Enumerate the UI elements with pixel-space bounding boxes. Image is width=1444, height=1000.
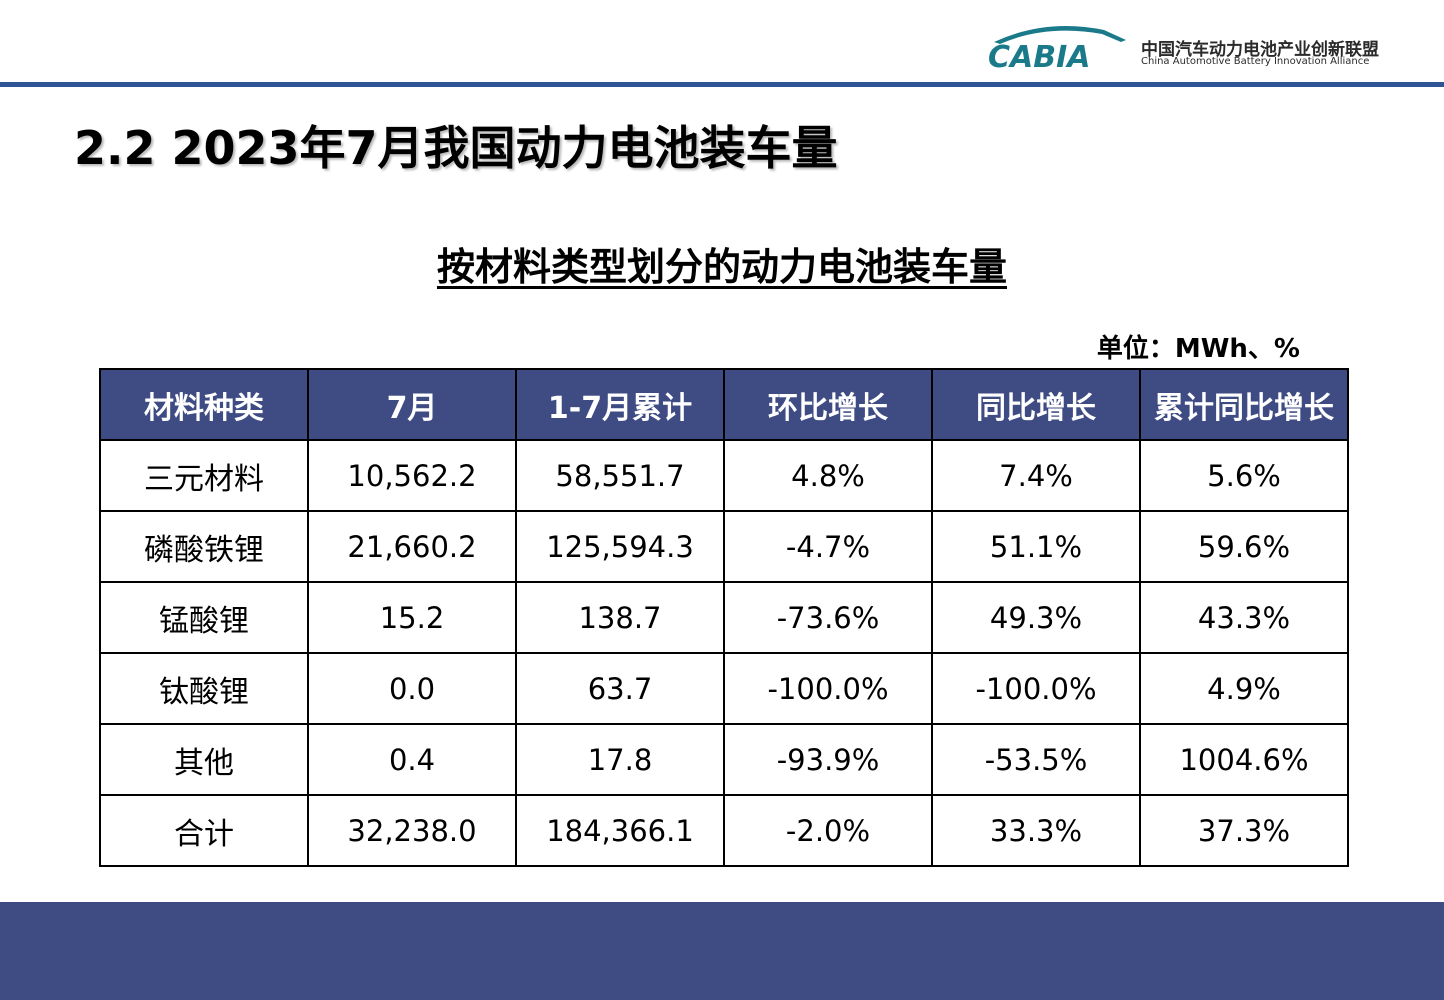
battery-installation-table: 材料种类 7月 1-7月累计 环比增长 同比增长 累计同比增长 三元材料 10,… [99, 368, 1349, 867]
header-cell-yoy-growth: 同比增长 [931, 368, 1141, 441]
table-cell-value: 10,562.2 [307, 439, 517, 512]
table-cell-value: 33.3% [931, 794, 1141, 867]
header-cell-jan-jul-total: 1-7月累计 [515, 368, 725, 441]
table-cell-value: 63.7 [515, 652, 725, 725]
table-row: 其他 0.4 17.8 -93.9% -53.5% 1004.6% [99, 723, 1349, 796]
table-cell-material: 其他 [99, 723, 309, 796]
table-cell-value: 7.4% [931, 439, 1141, 512]
table-row-total: 合计 32,238.0 184,366.1 -2.0% 33.3% 37.3% [99, 794, 1349, 867]
table-cell-value: 0.4 [307, 723, 517, 796]
table-cell-value: -93.9% [723, 723, 933, 796]
footer-band [0, 902, 1444, 1000]
table-cell-value: 17.8 [515, 723, 725, 796]
table-cell-value: 58,551.7 [515, 439, 725, 512]
cabia-logo-mark-icon: CABIA [988, 26, 1126, 72]
cabia-logo: CABIA 中国汽车动力电池产业创新联盟 China Automotive Ba… [986, 20, 1386, 80]
table-cell-value: -4.7% [723, 510, 933, 583]
table-row: 磷酸铁锂 21,660.2 125,594.3 -4.7% 51.1% 59.6… [99, 510, 1349, 583]
logo-chinese-name: 中国汽车动力电池产业创新联盟 [1141, 40, 1379, 60]
table-cell-value: 32,238.0 [307, 794, 517, 867]
table-cell-value: 1004.6% [1139, 723, 1349, 796]
table-subtitle: 按材料类型划分的动力电池装车量 [0, 236, 1444, 291]
table-cell-value: 43.3% [1139, 581, 1349, 654]
table-header-row: 材料种类 7月 1-7月累计 环比增长 同比增长 累计同比增长 [99, 368, 1349, 441]
table-cell-value: -2.0% [723, 794, 933, 867]
header-divider-bar [0, 82, 1444, 87]
table-cell-value: 138.7 [515, 581, 725, 654]
logo-english-name: China Automotive Battery Innovation Alli… [1141, 56, 1370, 67]
header-cell-july: 7月 [307, 368, 517, 441]
unit-label: 单位：MWh、% [1096, 334, 1300, 364]
table-subtitle-text: 按材料类型划分的动力电池装车量 [436, 245, 1007, 289]
table-cell-value: 51.1% [931, 510, 1141, 583]
table-cell-value: 5.6% [1139, 439, 1349, 512]
page-title: 2.2 2023年7月我国动力电池装车量 [74, 121, 838, 175]
table-cell-value: 59.6% [1139, 510, 1349, 583]
table-cell-value: -53.5% [931, 723, 1141, 796]
table-cell-value: -100.0% [931, 652, 1141, 725]
table-row: 钛酸锂 0.0 63.7 -100.0% -100.0% 4.9% [99, 652, 1349, 725]
table-cell-value: 184,366.1 [515, 794, 725, 867]
table-cell-value: 49.3% [931, 581, 1141, 654]
table-cell-value: 37.3% [1139, 794, 1349, 867]
table-cell-value: 125,594.3 [515, 510, 725, 583]
table-cell-value: -73.6% [723, 581, 933, 654]
table-cell-value: -100.0% [723, 652, 933, 725]
table-cell-material: 钛酸锂 [99, 652, 309, 725]
table-cell-value: 4.8% [723, 439, 933, 512]
header-cell-material: 材料种类 [99, 368, 309, 441]
logo-mark-text: CABIA [988, 40, 1090, 72]
table-cell-material: 合计 [99, 794, 309, 867]
table-row: 锰酸锂 15.2 138.7 -73.6% 49.3% 43.3% [99, 581, 1349, 654]
table-cell-material: 三元材料 [99, 439, 309, 512]
table-cell-material: 锰酸锂 [99, 581, 309, 654]
header-cell-cumulative-yoy-growth: 累计同比增长 [1139, 368, 1349, 441]
table-cell-material: 磷酸铁锂 [99, 510, 309, 583]
table-cell-value: 15.2 [307, 581, 517, 654]
table-row: 三元材料 10,562.2 58,551.7 4.8% 7.4% 5.6% [99, 439, 1349, 512]
header-cell-mom-growth: 环比增长 [723, 368, 933, 441]
table-cell-value: 21,660.2 [307, 510, 517, 583]
table-cell-value: 4.9% [1139, 652, 1349, 725]
table-cell-value: 0.0 [307, 652, 517, 725]
